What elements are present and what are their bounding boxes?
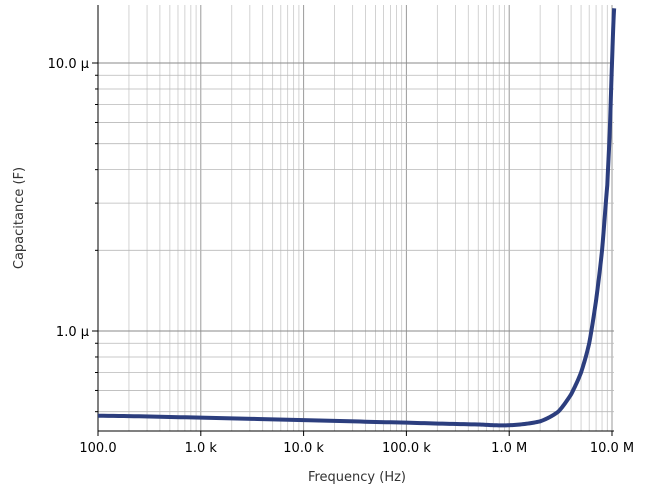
y-axis-title: Capacitance (F): [12, 167, 27, 269]
x-tick-label: 100.0 k: [382, 441, 431, 456]
series: [97, 7, 617, 428]
x-tick-label: 10.0 k: [283, 441, 324, 456]
x-tick-label: 1.0 k: [185, 441, 218, 456]
grid: [97, 5, 614, 431]
x-tick-label: 1.0 M: [491, 441, 527, 456]
x-tick-label: 100.0: [79, 441, 116, 456]
x-axis-title: Frequency (Hz): [308, 470, 406, 485]
x-tick-label: 10.0 M: [590, 441, 634, 456]
ticks: 100.0 1.0 k 10.0 k 100.0 k 1.0 M 10.0 M 1.0 µ 1…: [48, 57, 635, 456]
axes: [97, 5, 614, 432]
capacitance-series-line: [97, 7, 617, 428]
y-tick-label: 1.0 µ: [56, 325, 89, 340]
y-tick-label: 10.0 µ: [48, 57, 89, 72]
